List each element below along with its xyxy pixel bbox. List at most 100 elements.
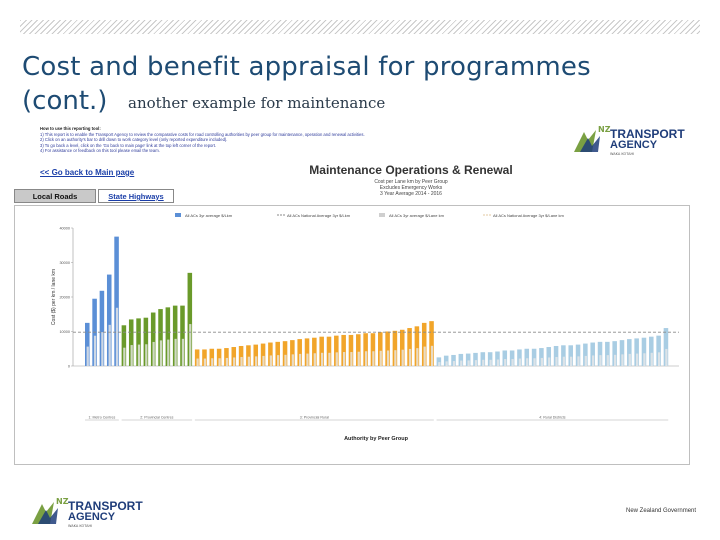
back-to-main-link[interactable]: << Go back to Main page: [40, 168, 135, 177]
chart-bar: [399, 329, 405, 366]
legend-label: All ACs National Average 3yr $/Lkm: [287, 213, 351, 218]
chart-bar-lane: [372, 351, 375, 366]
chart-bar: [634, 338, 639, 366]
chart-bar-lane: [423, 346, 426, 366]
chart-bar: [619, 340, 625, 366]
chart-bar: [436, 357, 442, 366]
footer-logo-maori-text: WAKA KOTAHI: [68, 524, 93, 528]
y-tick-label: 20000: [59, 296, 70, 300]
peer-group-label: 1: Metro Centres: [89, 416, 116, 420]
slide-subtitle: another example for maintenance: [128, 94, 386, 112]
tab-state-highways[interactable]: State Highways: [98, 189, 174, 203]
chart-bar-lane: [306, 353, 309, 366]
chart-bar: [341, 334, 346, 366]
logo-nz-text: NZ: [598, 125, 611, 134]
chart-bar-lane: [474, 360, 478, 366]
chart-bar: [627, 339, 632, 366]
chart-bar-lane: [613, 354, 617, 366]
instruction-line: 4) For assistance or feedback on this to…: [40, 148, 160, 154]
chart-bar-lane: [482, 359, 485, 366]
chart-bar: [216, 348, 222, 366]
chart-bar-lane: [262, 355, 265, 366]
chart-bar: [583, 343, 588, 366]
chart-bar: [480, 352, 486, 366]
chart-bar: [590, 342, 595, 366]
chart-bar: [429, 321, 434, 366]
chart-bar-lane: [504, 359, 507, 366]
chart-bar-lane: [577, 356, 580, 366]
chart-bar-lane: [555, 356, 558, 366]
chart-bar-lane: [130, 345, 133, 366]
chart-bar-lane: [233, 357, 236, 366]
chart-bar: [414, 326, 420, 366]
report-subtitle-2: Excludes Emergency Works: [379, 185, 443, 191]
chart-bar-lane: [174, 338, 177, 366]
chart-bar: [282, 341, 288, 366]
chart-bar: [663, 328, 669, 366]
chart-bar: [641, 337, 647, 366]
legend-label: All ACs National Average 3yr $/Lane km: [493, 213, 565, 218]
chart-bar-lane: [592, 355, 595, 366]
chart-bar-lane: [584, 355, 587, 366]
chart-bar: [443, 355, 449, 366]
logo-maori-text: WAKA KOTAHI: [610, 152, 635, 156]
chart-bar: [487, 352, 493, 366]
cost-bar-chart: All ACs 3yr average $/Lkm All ACs Nationa…: [51, 213, 679, 442]
nzta-logo: NZ TRANSPORT AGENCY WAKA KOTAHI: [570, 125, 700, 158]
chart-bar: [297, 339, 302, 366]
tab-local-roads[interactable]: Local Roads: [14, 189, 96, 203]
chart-bar-lane: [86, 346, 89, 366]
chart-bar-lane: [218, 358, 221, 366]
chart-bar-lane: [621, 354, 624, 366]
chart-bar: [158, 309, 163, 366]
report-title: Maintenance Operations & Renewal: [309, 163, 513, 177]
footer-logo-agency-text: AGENCY: [68, 511, 116, 523]
chart-bar-lane: [357, 351, 360, 366]
chart-bar: [268, 342, 273, 366]
chart-bar-lane: [379, 350, 382, 366]
chart-bar-lane: [284, 354, 287, 366]
peer-group-label: 3: Provincial Rural: [300, 416, 329, 420]
chart-bar-lane: [189, 324, 192, 366]
chart-bar: [326, 336, 332, 366]
chart-bar: [172, 305, 178, 366]
chart-bar: [319, 336, 324, 366]
chart-bar: [385, 331, 390, 366]
chart-bar-lane: [108, 324, 111, 366]
y-tick-label: 10000: [59, 330, 70, 334]
chart-bar: [575, 344, 581, 366]
y-tick-label: 30000: [59, 261, 70, 265]
chart-bar-lane: [313, 353, 316, 366]
chart-bar-lane: [533, 358, 536, 366]
chart-bar-lane: [115, 307, 119, 366]
chart-bar: [85, 322, 90, 366]
chart-bar: [451, 354, 456, 366]
chart-bar: [465, 353, 471, 366]
legend-swatch: [379, 213, 385, 217]
chart-bar: [128, 319, 134, 366]
footer-logo-transport-text: TRANSPORT: [68, 499, 143, 513]
chart-bar: [517, 349, 522, 366]
chart-bar-lane: [196, 358, 199, 366]
chart-bar: [99, 290, 105, 366]
chart-bar: [253, 344, 259, 366]
chart-bar-lane: [394, 350, 397, 366]
y-tick-label: 0: [68, 365, 70, 369]
chart-bar: [495, 351, 500, 366]
chart-bar-lane: [408, 348, 412, 366]
y-axis-title: Cost ($) per km / lane km: [51, 269, 57, 325]
nzta-logo-mark-icon: [574, 130, 600, 152]
chart-bar: [275, 341, 280, 366]
chart-bar-lane: [489, 359, 492, 366]
chart-bar-lane: [167, 339, 170, 366]
instructions-panel: How to use this reporting tool: 1) This …: [40, 126, 530, 154]
chart-bar-lane: [416, 348, 419, 366]
chart-bar: [649, 336, 654, 366]
chart-bar-lane: [445, 361, 448, 366]
chart-bar: [312, 337, 317, 366]
chart-bar: [143, 317, 149, 366]
chart-bar: [378, 332, 383, 366]
chart-bar-lane: [606, 355, 609, 366]
chart-bar: [106, 274, 112, 366]
chart-bar: [231, 347, 237, 366]
